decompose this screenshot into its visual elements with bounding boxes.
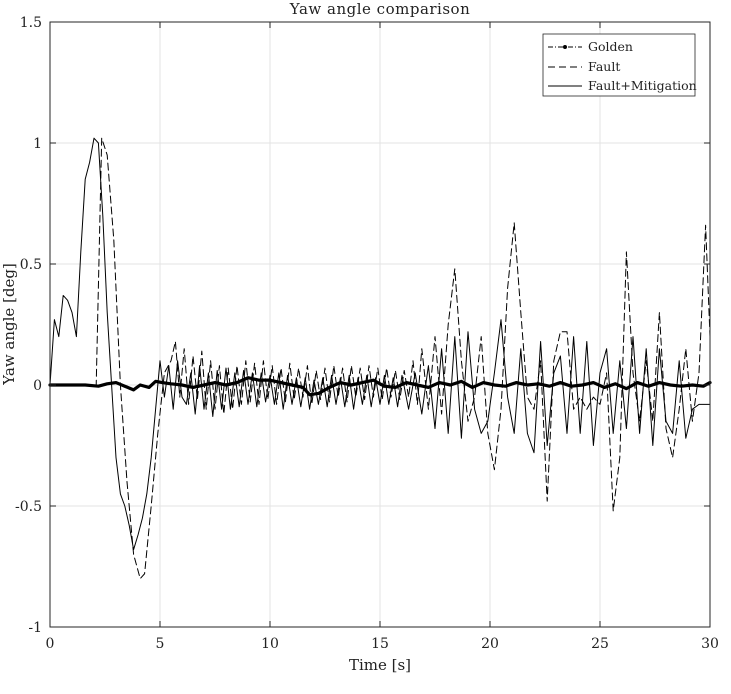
y-tick-label: 1.5 <box>20 15 42 31</box>
chart-title: Yaw angle comparison <box>289 0 471 18</box>
y-tick-label: -1 <box>28 620 42 636</box>
series-line-fault-mitigation <box>49 137 711 551</box>
legend-marker-golden <box>563 45 567 49</box>
x-tick-label: 5 <box>156 636 165 652</box>
legend-label-golden: Golden <box>588 39 633 54</box>
series-line-golden <box>48 376 712 397</box>
x-tick-label: 30 <box>701 636 719 652</box>
series-layer <box>48 137 712 580</box>
legend-label-fault: Fault <box>588 59 620 74</box>
y-tick-label: 0.5 <box>20 257 42 273</box>
x-tick-label: 15 <box>371 636 389 652</box>
y-tick-label: 0 <box>33 378 42 394</box>
y-tick-label: -0.5 <box>15 499 42 515</box>
x-tick-label: 25 <box>591 636 609 652</box>
ticks: 0 5 10 15 20 25 30 -1 -0.5 0 0.5 1 1.5 <box>15 15 719 652</box>
y-axis-title: Yaw angle [deg] <box>0 263 18 386</box>
x-tick-label: 10 <box>261 636 279 652</box>
x-axis-title: Time [s] <box>349 656 411 674</box>
x-tick-label: 0 <box>46 636 55 652</box>
x-tick-label: 20 <box>481 636 499 652</box>
y-tick-label: 1 <box>33 136 42 152</box>
legend-label-fault-mitigation: Fault+Mitigation <box>588 78 697 93</box>
legend: Golden Fault Fault+Mitigation <box>542 33 697 97</box>
